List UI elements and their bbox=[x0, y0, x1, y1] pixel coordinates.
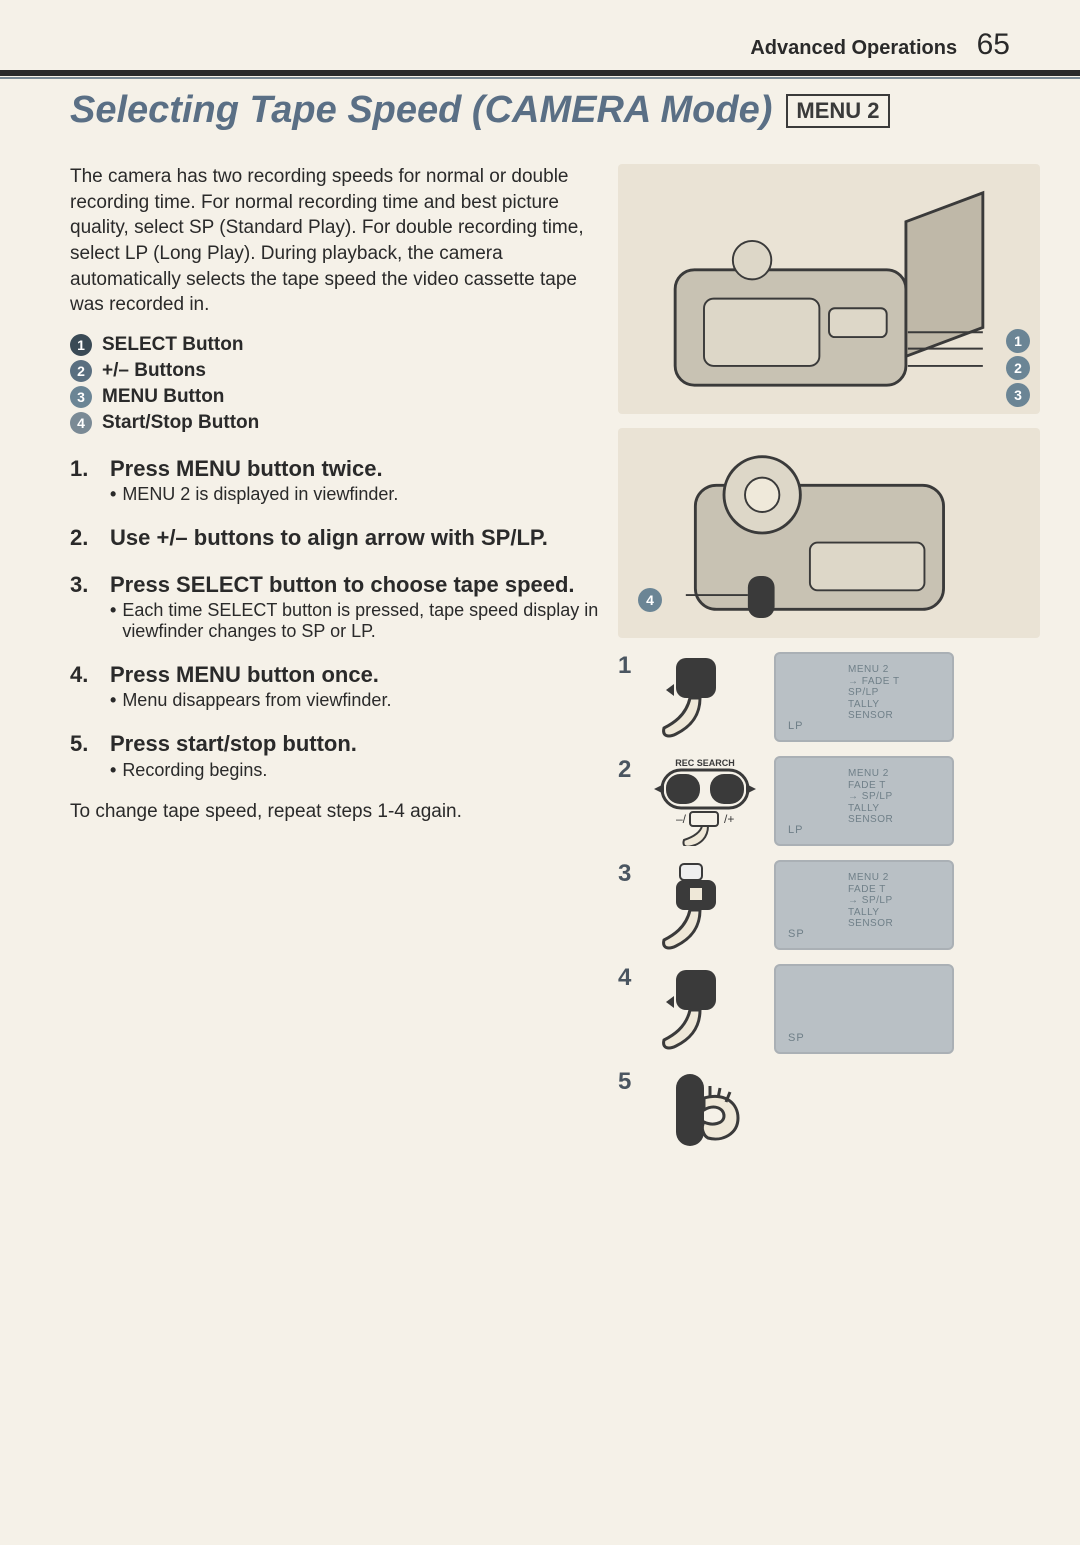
viewfinder-step-number: 5 bbox=[618, 1068, 636, 1096]
viewfinder-menu-title: MENU 2 bbox=[848, 872, 940, 884]
viewfinder-step-row: 3 MENU 2 FADE T→ SP/LP TALLY SENSOR SP bbox=[618, 860, 1040, 950]
step-sub: Each time SELECT button is pressed, tape… bbox=[110, 600, 600, 642]
callout-list: 1 SELECT Button 2 +/– Buttons 3 MENU But… bbox=[70, 334, 600, 434]
step-item: 1. Press MENU button twice. MENU 2 is di… bbox=[70, 456, 600, 505]
viewfinder-menu-line: → SP/LP bbox=[848, 895, 940, 907]
viewfinder-menu-title: MENU 2 bbox=[848, 664, 940, 676]
button-press-icon bbox=[650, 964, 760, 1054]
intro-paragraph: The camera has two recording speeds for … bbox=[70, 164, 600, 318]
callout-item: 3 MENU Button bbox=[70, 386, 600, 408]
callout-marker-3: 3 bbox=[1006, 383, 1030, 407]
button-press-icon bbox=[650, 1068, 760, 1158]
viewfinder-mode-indicator: SP bbox=[788, 1032, 805, 1044]
section-name: Advanced Operations bbox=[750, 37, 957, 59]
viewfinder-menu-line: SP/LP bbox=[848, 687, 940, 699]
viewfinder-menu: MENU 2→ FADE T SP/LP TALLY SENSOR bbox=[848, 664, 940, 722]
callout-item: 1 SELECT Button bbox=[70, 334, 600, 356]
step-title: Press start/stop button. bbox=[110, 731, 357, 757]
viewfinder-step-row: 5 bbox=[618, 1068, 1040, 1158]
callout-label: Start/Stop Button bbox=[102, 412, 259, 434]
step-title: Use +/– buttons to align arrow with SP/L… bbox=[110, 525, 548, 551]
step-item: 2. Use +/– buttons to align arrow with S… bbox=[70, 525, 600, 551]
camera-bottom-icon bbox=[618, 428, 1040, 638]
callout-number-icon: 4 bbox=[70, 412, 92, 434]
viewfinder-menu-line: SENSOR bbox=[848, 814, 940, 826]
steps-list: 1. Press MENU button twice. MENU 2 is di… bbox=[70, 456, 600, 781]
viewfinder-menu: MENU 2 FADE T→ SP/LP TALLY SENSOR bbox=[848, 768, 940, 826]
camera-illustration-top: 1 2 3 bbox=[618, 164, 1040, 414]
viewfinder-menu-line: → SP/LP bbox=[848, 791, 940, 803]
viewfinder-menu-line: TALLY bbox=[848, 803, 940, 815]
viewfinder-mode-indicator: LP bbox=[788, 720, 803, 732]
viewfinder-menu-title: MENU 2 bbox=[848, 768, 940, 780]
viewfinder-mode-indicator: SP bbox=[788, 928, 805, 940]
viewfinder-step-number: 1 bbox=[618, 652, 636, 680]
step-number: 4. bbox=[70, 662, 98, 688]
viewfinder-step-row: 2 REC SEARCH –/ /+ MENU 2 FADE T→ SP/LP … bbox=[618, 756, 1040, 846]
viewfinder-step-number: 2 bbox=[618, 756, 636, 784]
viewfinder-menu-line: TALLY bbox=[848, 907, 940, 919]
header-subrule bbox=[0, 77, 1080, 79]
svg-text:–/: –/ bbox=[676, 812, 687, 826]
camera-top-icon bbox=[618, 164, 1040, 414]
callout-number-icon: 1 bbox=[70, 334, 92, 356]
step-item: 3. Press SELECT button to choose tape sp… bbox=[70, 572, 600, 642]
viewfinder-step-row: 4 SP bbox=[618, 964, 1040, 1054]
page-title: Selecting Tape Speed (CAMERA Mode) MENU … bbox=[0, 89, 1080, 132]
step-number: 2. bbox=[70, 525, 98, 551]
callout-item: 4 Start/Stop Button bbox=[70, 412, 600, 434]
callout-marker-4: 4 bbox=[638, 588, 662, 612]
callout-label: +/– Buttons bbox=[102, 360, 206, 382]
callout-marker-1: 1 bbox=[1006, 329, 1030, 353]
viewfinder-step-number: 3 bbox=[618, 860, 636, 888]
step-sub: MENU 2 is displayed in viewfinder. bbox=[110, 484, 600, 505]
svg-text:REC SEARCH: REC SEARCH bbox=[675, 758, 735, 768]
viewfinder-steps: 1 MENU 2→ FADE T SP/LP TALLY SENSORLP2 R… bbox=[618, 652, 1040, 1158]
viewfinder-menu-line: TALLY bbox=[848, 699, 940, 711]
step-sub: Menu disappears from viewfinder. bbox=[110, 690, 600, 711]
button-press-icon bbox=[650, 652, 760, 742]
viewfinder-menu-line: FADE T bbox=[848, 780, 940, 792]
viewfinder-display: SP bbox=[774, 964, 954, 1054]
viewfinder-step-row: 1 MENU 2→ FADE T SP/LP TALLY SENSOR LP bbox=[618, 652, 1040, 742]
viewfinder-menu-line: SENSOR bbox=[848, 918, 940, 930]
viewfinder-step-number: 4 bbox=[618, 964, 636, 992]
title-text: Selecting Tape Speed (CAMERA Mode) bbox=[70, 89, 772, 132]
camera-illustration-bottom: 4 bbox=[618, 428, 1040, 638]
callout-marker-2: 2 bbox=[1006, 356, 1030, 380]
viewfinder-display: MENU 2 FADE T→ SP/LP TALLY SENSOR LP bbox=[774, 756, 954, 846]
viewfinder-menu-line: → FADE T bbox=[848, 676, 940, 688]
callout-number-icon: 2 bbox=[70, 360, 92, 382]
right-column: 1 2 3 4 1 MENU 2→ FADE T SP/LP TALLY SEN… bbox=[618, 164, 1040, 1172]
left-column: The camera has two recording speeds for … bbox=[70, 164, 600, 1172]
page-number: 65 bbox=[977, 28, 1010, 61]
viewfinder-menu-line: SENSOR bbox=[848, 710, 940, 722]
button-press-icon bbox=[650, 860, 760, 950]
svg-text:/+: /+ bbox=[724, 812, 734, 826]
step-item: 5. Press start/stop button. Recording be… bbox=[70, 731, 600, 780]
step-title: Press MENU button once. bbox=[110, 662, 379, 688]
viewfinder-display: MENU 2→ FADE T SP/LP TALLY SENSOR LP bbox=[774, 652, 954, 742]
step-sub: Recording begins. bbox=[110, 760, 600, 781]
step-item: 4. Press MENU button once. Menu disappea… bbox=[70, 662, 600, 711]
callout-item: 2 +/– Buttons bbox=[70, 360, 600, 382]
step-title: Press MENU button twice. bbox=[110, 456, 383, 482]
callout-number-icon: 3 bbox=[70, 386, 92, 408]
header-rule bbox=[0, 70, 1080, 76]
menu-badge: MENU 2 bbox=[786, 94, 889, 128]
viewfinder-mode-indicator: LP bbox=[788, 824, 803, 836]
footnote: To change tape speed, repeat steps 1-4 a… bbox=[70, 801, 600, 823]
step-number: 5. bbox=[70, 731, 98, 757]
callout-label: SELECT Button bbox=[102, 334, 243, 356]
callout-label: MENU Button bbox=[102, 386, 224, 408]
step-number: 1. bbox=[70, 456, 98, 482]
step-number: 3. bbox=[70, 572, 98, 598]
page-header: Advanced Operations 65 bbox=[0, 0, 1080, 70]
viewfinder-menu-line: FADE T bbox=[848, 884, 940, 896]
step-title: Press SELECT button to choose tape speed… bbox=[110, 572, 575, 598]
viewfinder-menu: MENU 2 FADE T→ SP/LP TALLY SENSOR bbox=[848, 872, 940, 930]
viewfinder-display: MENU 2 FADE T→ SP/LP TALLY SENSOR SP bbox=[774, 860, 954, 950]
content-columns: The camera has two recording speeds for … bbox=[0, 150, 1080, 1172]
button-press-icon: REC SEARCH –/ /+ bbox=[650, 756, 760, 846]
